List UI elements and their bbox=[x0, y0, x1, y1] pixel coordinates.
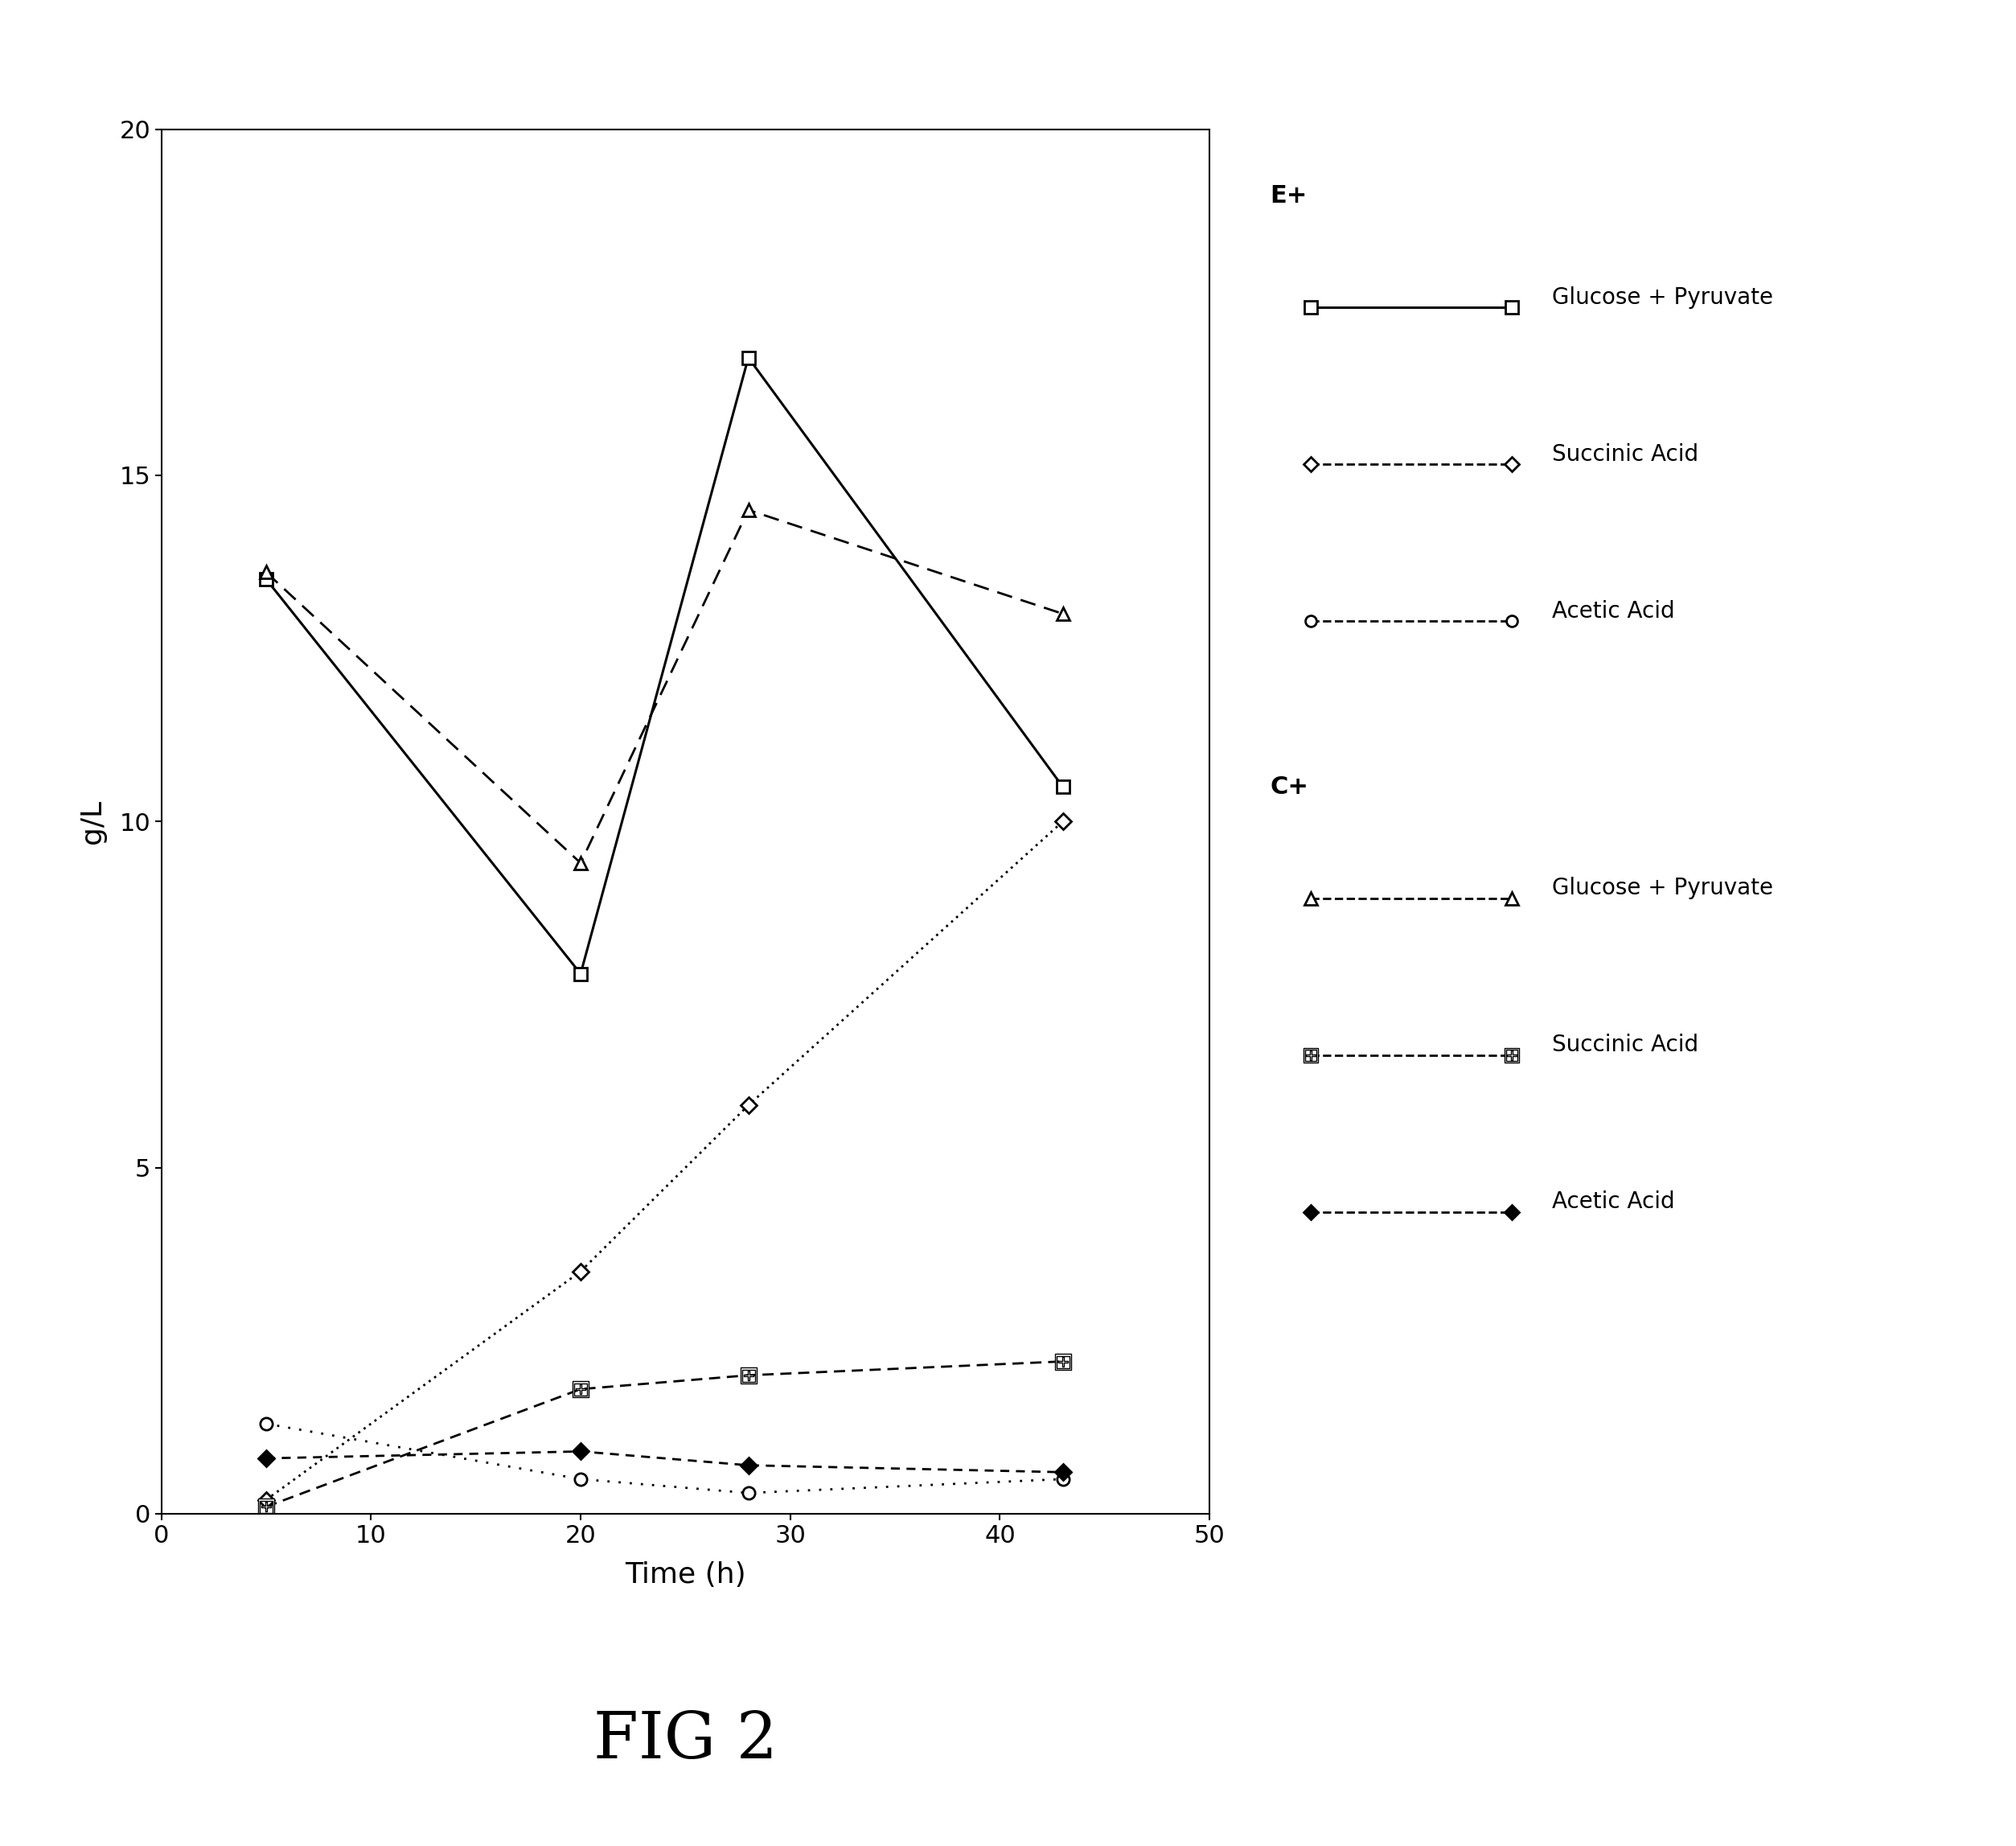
X-axis label: Time (h): Time (h) bbox=[625, 1562, 746, 1588]
Text: Succinic Acid: Succinic Acid bbox=[1552, 443, 1699, 465]
Text: Glucose + Pyruvate: Glucose + Pyruvate bbox=[1552, 286, 1774, 308]
Text: Glucose + Pyruvate: Glucose + Pyruvate bbox=[1552, 877, 1774, 899]
Y-axis label: g/L: g/L bbox=[79, 799, 107, 844]
Text: FIG 2: FIG 2 bbox=[593, 1709, 778, 1772]
Text: Acetic Acid: Acetic Acid bbox=[1552, 1191, 1675, 1213]
Text: C+: C+ bbox=[1270, 775, 1308, 799]
Text: Succinic Acid: Succinic Acid bbox=[1552, 1034, 1699, 1056]
Text: Acetic Acid: Acetic Acid bbox=[1552, 600, 1675, 622]
Text: E+: E+ bbox=[1270, 185, 1306, 209]
